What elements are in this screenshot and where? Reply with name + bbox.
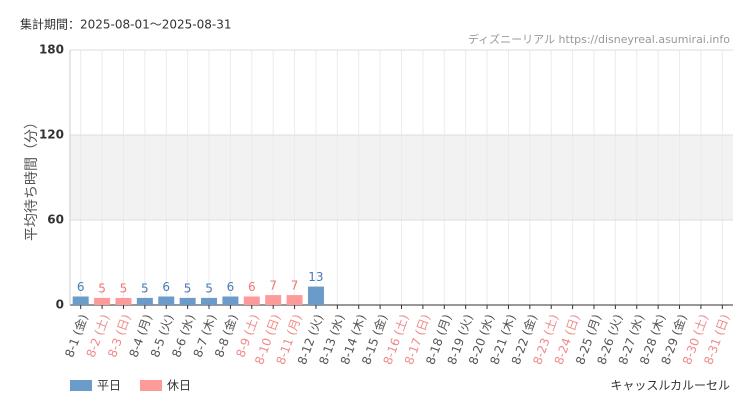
value-label: 6 bbox=[248, 280, 256, 294]
bar bbox=[286, 295, 303, 305]
bar bbox=[136, 297, 153, 305]
value-label: 6 bbox=[227, 280, 235, 294]
bar bbox=[307, 286, 324, 305]
bar bbox=[179, 297, 196, 305]
value-label: 6 bbox=[77, 280, 85, 294]
attraction: キャッスルカルーセル bbox=[610, 379, 730, 393]
value-label: 7 bbox=[269, 279, 277, 293]
bar bbox=[158, 296, 175, 305]
value-label: 5 bbox=[205, 281, 213, 295]
y-tick-label: 120 bbox=[39, 128, 64, 142]
bar bbox=[201, 297, 218, 305]
value-label: 5 bbox=[184, 281, 192, 295]
value-label: 5 bbox=[141, 281, 149, 295]
legend-swatch bbox=[140, 380, 162, 391]
y-tick-label: 180 bbox=[39, 43, 64, 57]
period: 集計期間：2025-08-01～2025-08-31 bbox=[20, 17, 231, 32]
bar bbox=[115, 297, 132, 305]
value-label: 5 bbox=[120, 281, 128, 295]
bar bbox=[243, 296, 260, 305]
legend-swatch bbox=[70, 380, 92, 391]
legend-label: 休日 bbox=[167, 379, 191, 393]
value-label: 13 bbox=[308, 270, 323, 284]
y-tick-label: 60 bbox=[47, 213, 64, 227]
bar bbox=[265, 295, 282, 305]
y-axis-label: 平均待ち時間（分） bbox=[24, 115, 40, 241]
value-label: 6 bbox=[162, 280, 170, 294]
bar bbox=[72, 296, 89, 305]
value-label: 5 bbox=[98, 281, 106, 295]
value-label: 7 bbox=[291, 279, 299, 293]
legend-label: 平日 bbox=[97, 379, 121, 393]
bar bbox=[222, 296, 239, 305]
bar bbox=[94, 297, 111, 305]
y-tick-label: 0 bbox=[56, 298, 64, 312]
source: ディズニーリアル https://disneyreal.asumirai.inf… bbox=[468, 32, 730, 46]
